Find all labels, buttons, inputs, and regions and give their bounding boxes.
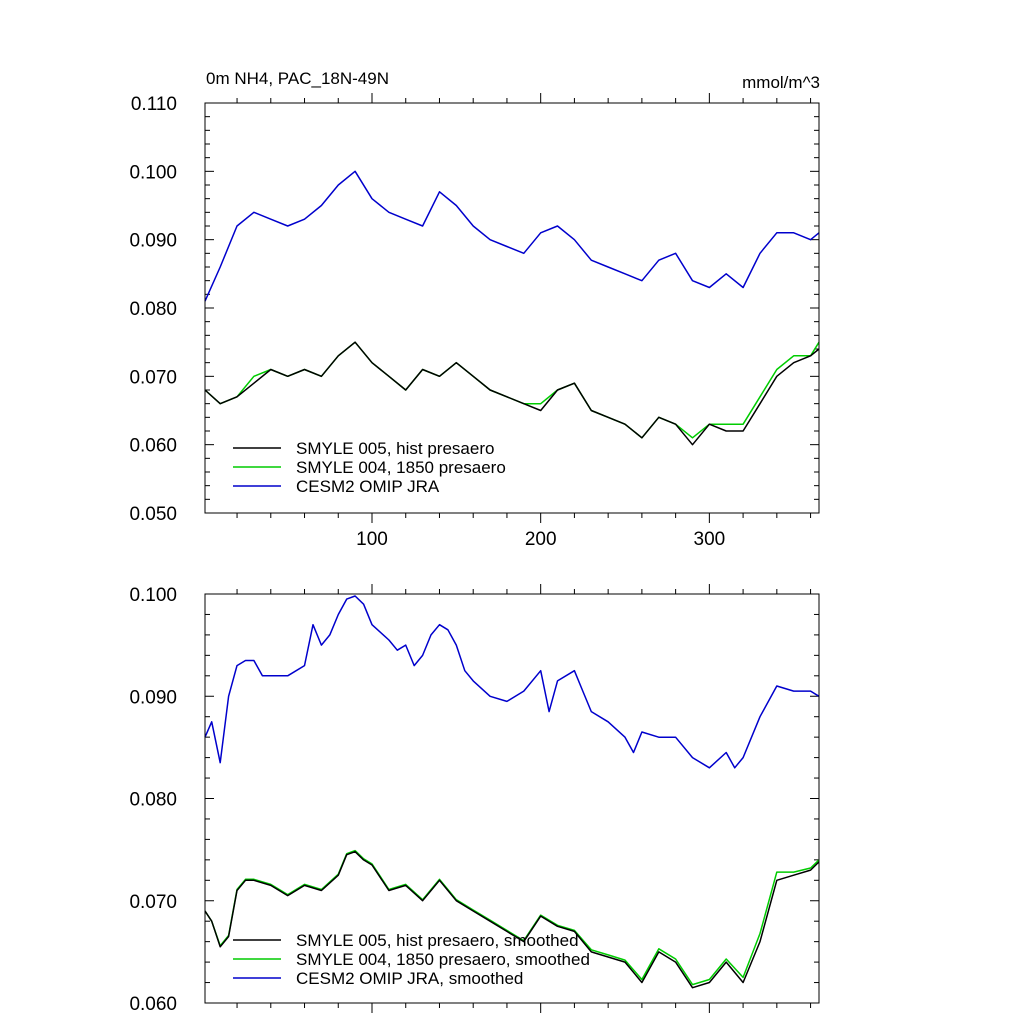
y-tick-label: 0.070 [129,367,177,388]
plot-frame [204,102,820,514]
series-line-2 [204,595,820,769]
y-tick-label: 0.090 [129,687,177,708]
legend: SMYLE 005, hist presaero, smoothedSMYLE … [233,931,590,988]
y-tick-label: 0.070 [129,892,177,913]
series-lines [204,170,820,446]
y-tick-label: 0.060 [129,994,177,1015]
series-line-1 [204,341,820,439]
series-lines [204,595,820,989]
x-tick-label: 200 [525,529,557,550]
legend-label: SMYLE 005, hist presaero [296,439,494,458]
y-tick-labels: 0.060 0.070 0.080 0.090 0.100 [129,585,177,1015]
y-tick-label: 0.080 [129,790,177,811]
series-line-0 [204,850,820,989]
x-tick-labels: 100 200 300 [356,529,725,550]
y-tick-label: 0.060 [129,436,177,457]
legend-label: CESM2 OMIP JRA [296,477,440,496]
panel-bottom: 0.060 0.070 0.080 0.090 0.100 SMYLE 005, his… [129,584,820,1015]
series-line-1 [204,849,820,986]
series-line-0 [204,341,820,446]
y-tick-label: 0.100 [129,162,177,183]
units-label: mmol/m^3 [742,73,820,92]
legend-label: SMYLE 005, hist presaero, smoothed [296,931,579,950]
legend-label: SMYLE 004, 1850 presaero, smoothed [296,950,590,969]
y-tick-label: 0.110 [131,94,177,115]
panel-top: 0m NH4, PAC_18N-49N mmol/m^3 0.0500.0600… [129,69,820,550]
x-tick-label: 300 [694,529,726,550]
y-tick-label: 0.050 [129,504,177,525]
legend-label: CESM2 OMIP JRA, smoothed [296,969,523,988]
y-tick-label: 0.080 [129,299,177,320]
series-line-2 [204,170,820,302]
y-tick-label: 0.090 [129,231,177,252]
x-tick-label: 100 [356,529,388,550]
chart-title: 0m NH4, PAC_18N-49N [206,69,389,88]
y-tick-labels: 0.050 0.060 0.070 0.080 0.090 0.100 0.110 [129,94,177,525]
legend-label: SMYLE 004, 1850 presaero [296,458,506,477]
y-tick-label: 0.100 [129,585,177,606]
plot-frame [204,593,820,1004]
